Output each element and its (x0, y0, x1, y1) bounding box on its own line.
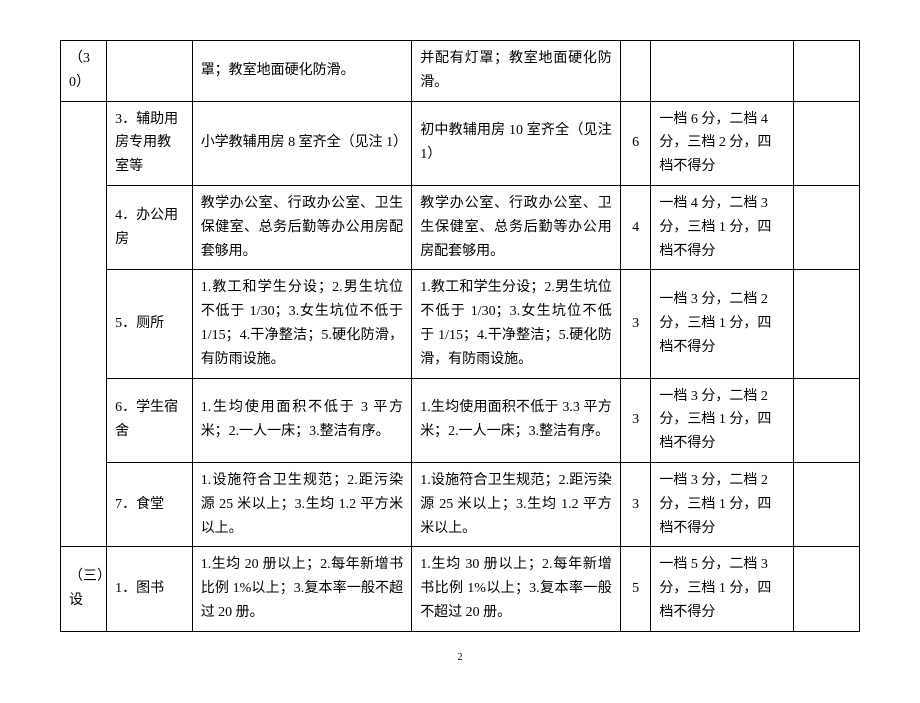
cell-primary-standard: 教学办公室、行政办公室、卫生保健室、总务后勤等办公用房配套够用。 (192, 185, 412, 269)
table-row: 6．学生宿舍 1.生均使用面积不低于 3 平方米；2.一人一床；3.整洁有序。 … (61, 378, 860, 462)
cell-remark (794, 547, 860, 631)
cell-item: 1．图书 (107, 547, 193, 631)
cell-remark (794, 101, 860, 185)
cell-score (620, 41, 651, 102)
cell-remark (794, 41, 860, 102)
cell-item: 3．辅助用房专用教室等 (107, 101, 193, 185)
cell-scoring-criteria: 一档 3 分，二档 2 分，三档 1 分，四档不得分 (651, 270, 794, 378)
cell-scoring-criteria: 一档 3 分，二档 2 分，三档 1 分，四档不得分 (651, 378, 794, 462)
cell-middle-standard: 1.生均 30 册以上；2.每年新增书比例 1%以上；3.复本率一般不超过 20… (412, 547, 621, 631)
table-row: 3．辅助用房专用教室等 小学教辅用房 8 室齐全（见注 1） 初中教辅用房 10… (61, 101, 860, 185)
cell-score: 4 (620, 185, 651, 269)
table-row: 4．办公用房 教学办公室、行政办公室、卫生保健室、总务后勤等办公用房配套够用。 … (61, 185, 860, 269)
table-row: （30） 罩；教室地面硬化防滑。 并配有灯罩；教室地面硬化防滑。 (61, 41, 860, 102)
cell-score: 3 (620, 270, 651, 378)
cell-middle-standard: 并配有灯罩；教室地面硬化防滑。 (412, 41, 621, 102)
cell-primary-standard: 1.生均 20 册以上；2.每年新增书比例 1%以上；3.复本率一般不超过 20… (192, 547, 412, 631)
cell-score: 3 (620, 462, 651, 546)
cell-middle-standard: 初中教辅用房 10 室齐全（见注 1） (412, 101, 621, 185)
cell-primary-standard: 1.生均使用面积不低于 3 平方米；2.一人一床；3.整洁有序。 (192, 378, 412, 462)
cell-primary-standard: 罩；教室地面硬化防滑。 (192, 41, 412, 102)
cell-category: （三）设 (61, 547, 107, 631)
page-number: 2 (60, 652, 860, 663)
cell-scoring-criteria: 一档 4 分，二档 3 分，三档 1 分，四档不得分 (651, 185, 794, 269)
cell-scoring-criteria: 一档 5 分，二档 3 分，三档 1 分，四档不得分 (651, 547, 794, 631)
cell-category (61, 101, 107, 547)
cell-scoring-criteria: 一档 3 分，二档 2 分，三档 1 分，四档不得分 (651, 462, 794, 546)
cell-primary-standard: 小学教辅用房 8 室齐全（见注 1） (192, 101, 412, 185)
cell-score: 6 (620, 101, 651, 185)
table-row: （三）设 1．图书 1.生均 20 册以上；2.每年新增书比例 1%以上；3.复… (61, 547, 860, 631)
cell-category: （30） (61, 41, 107, 102)
cell-remark (794, 462, 860, 546)
cell-score: 3 (620, 378, 651, 462)
cell-middle-standard: 1.设施符合卫生规范；2.距污染源 25 米以上；3.生均 1.2 平方米以上。 (412, 462, 621, 546)
cell-item: 6．学生宿舍 (107, 378, 193, 462)
table-row: 5．厕所 1.教工和学生分设；2.男生坑位不低于 1/30；3.女生坑位不低于 … (61, 270, 860, 378)
cell-remark (794, 185, 860, 269)
cell-middle-standard: 教学办公室、行政办公室、卫生保健室、总务后勤等办公用房配套够用。 (412, 185, 621, 269)
cell-item (107, 41, 193, 102)
cell-item: 5．厕所 (107, 270, 193, 378)
cell-remark (794, 270, 860, 378)
table-row: 7．食堂 1.设施符合卫生规范；2.距污染源 25 米以上；3.生均 1.2 平… (61, 462, 860, 546)
cell-scoring-criteria (651, 41, 794, 102)
cell-remark (794, 378, 860, 462)
cell-primary-standard: 1.设施符合卫生规范；2.距污染源 25 米以上；3.生均 1.2 平方米以上。 (192, 462, 412, 546)
evaluation-table: （30） 罩；教室地面硬化防滑。 并配有灯罩；教室地面硬化防滑。 3．辅助用房专… (60, 40, 860, 632)
cell-middle-standard: 1.教工和学生分设；2.男生坑位不低于 1/30；3.女生坑位不低于 1/15；… (412, 270, 621, 378)
cell-item: 4．办公用房 (107, 185, 193, 269)
cell-primary-standard: 1.教工和学生分设；2.男生坑位不低于 1/30；3.女生坑位不低于 1/15；… (192, 270, 412, 378)
cell-item: 7．食堂 (107, 462, 193, 546)
cell-scoring-criteria: 一档 6 分，二档 4 分，三档 2 分，四档不得分 (651, 101, 794, 185)
cell-score: 5 (620, 547, 651, 631)
cell-middle-standard: 1.生均使用面积不低于 3.3 平方米；2.一人一床；3.整洁有序。 (412, 378, 621, 462)
